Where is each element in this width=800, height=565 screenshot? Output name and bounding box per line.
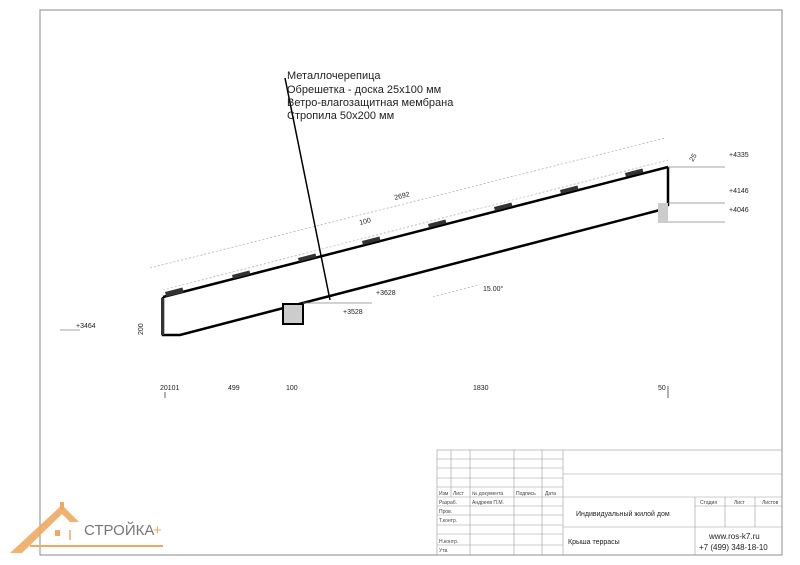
level-mark: +3464	[76, 323, 96, 330]
callout-line-3: Ветро-влагозащитная мембрана	[287, 97, 454, 109]
angle-dimension: 15.00°	[483, 285, 504, 293]
callout-line-4: Стропила 50х200 мм	[287, 110, 394, 122]
tb-header: Изм	[439, 491, 449, 497]
callout-leader	[284, 77, 331, 301]
logo-text: СТРОЙКА	[84, 521, 154, 539]
level-mark: +3628	[376, 290, 396, 297]
height-dimension: 200	[138, 323, 145, 335]
callout-line-1: Металлочерепица	[287, 70, 381, 82]
tb-row-label: Н.контр.	[439, 539, 458, 545]
level-mark: +4335	[729, 152, 749, 159]
bottom-dimensions: 20101 499 100 1830 50	[160, 385, 669, 398]
tb-phone: +7 (499) 348-18-10	[699, 543, 768, 552]
tb-row-label: Пров.	[439, 509, 452, 515]
tb-stage-header: Стадия	[700, 500, 717, 506]
tb-stage-header: Листов	[762, 500, 779, 506]
svg-text:+: +	[153, 522, 162, 539]
sheet-frame	[39, 9, 783, 556]
level-lines	[60, 166, 725, 331]
tb-developer: Андреев П.М.	[472, 500, 504, 506]
callout-line-2: Обрешетка - доска 25х100 мм	[287, 84, 441, 96]
rafter	[149, 137, 670, 337]
tb-sheet-title: Крыша террасы	[568, 539, 620, 546]
beam-section	[282, 303, 304, 325]
length-dimension: 2692	[394, 191, 411, 202]
angle-dimension-line	[432, 284, 479, 298]
dim-label: 20101	[160, 385, 180, 392]
title-block	[436, 449, 783, 556]
dim-label: 50	[658, 385, 666, 392]
tb-row-label: Т.контр.	[439, 518, 457, 524]
battens	[161, 168, 644, 335]
tb-stage-header: Лист	[734, 500, 746, 506]
tb-row-label: Разраб.	[439, 500, 457, 506]
tb-header: Дата	[545, 491, 556, 497]
house-roof-icon	[10, 505, 79, 553]
tb-header: Подпись	[516, 491, 536, 497]
dim-label: 1830	[473, 385, 489, 392]
spacing-dimension: 100	[359, 217, 372, 227]
level-mark: +4146	[729, 188, 749, 195]
tb-header: Лист	[453, 491, 465, 497]
tb-row-label: Утв.	[439, 548, 449, 554]
dimension-line-length	[149, 137, 666, 269]
tb-website: www.ros-k7.ru	[708, 532, 760, 541]
logo: СТРОЙКА +	[10, 502, 163, 553]
dim-label: 499	[228, 385, 240, 392]
wall-section	[658, 203, 668, 223]
dim-label: 100	[286, 385, 298, 392]
tb-project: Индивидуальный жилой дом	[576, 510, 670, 518]
tb-header: № документа	[472, 491, 503, 497]
end-height-dimension: 25	[689, 153, 699, 163]
level-mark: +4046	[729, 207, 749, 214]
level-mark: +3528	[343, 309, 363, 316]
